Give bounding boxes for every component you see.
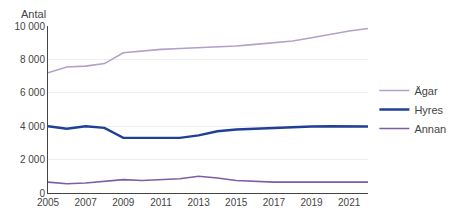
- svg-text:6 000: 6 000: [20, 87, 45, 98]
- svg-text:2009: 2009: [112, 197, 135, 208]
- svg-text:8 000: 8 000: [20, 54, 45, 65]
- svg-text:Hyres: Hyres: [414, 104, 443, 116]
- svg-text:2 000: 2 000: [20, 154, 45, 165]
- svg-text:2015: 2015: [225, 197, 248, 208]
- svg-text:2021: 2021: [338, 197, 361, 208]
- svg-text:Antal: Antal: [21, 8, 46, 20]
- svg-text:10 000: 10 000: [14, 21, 45, 32]
- svg-text:2011: 2011: [150, 197, 172, 208]
- svg-text:2017: 2017: [263, 197, 286, 208]
- svg-text:2013: 2013: [187, 197, 210, 208]
- svg-text:0: 0: [39, 188, 45, 199]
- svg-text:4 000: 4 000: [20, 121, 45, 132]
- svg-text:2005: 2005: [37, 197, 60, 208]
- svg-text:2007: 2007: [75, 197, 98, 208]
- svg-text:Annan: Annan: [414, 123, 446, 135]
- svg-text:Ägar: Ägar: [414, 85, 438, 97]
- svg-text:2019: 2019: [300, 197, 323, 208]
